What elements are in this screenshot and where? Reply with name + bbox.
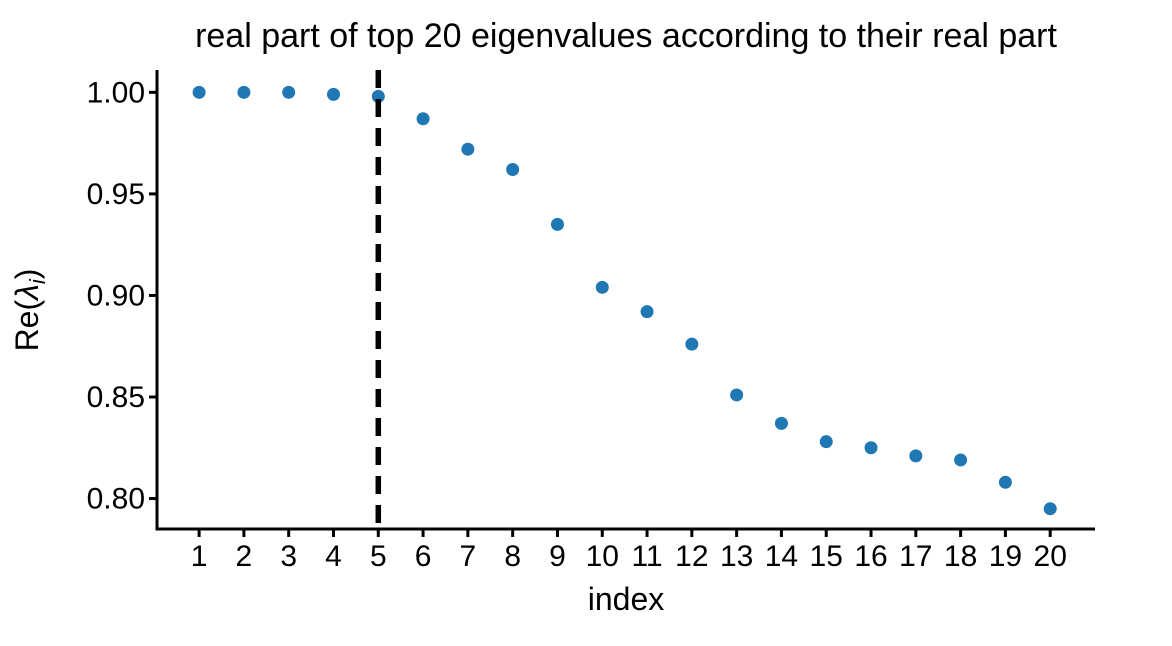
x-tick-label: 3 [280, 540, 297, 573]
data-point [730, 388, 744, 402]
y-tick-label: 0.90 [87, 279, 145, 312]
data-point [998, 475, 1012, 489]
x-tick-label: 4 [325, 540, 342, 573]
data-point [954, 453, 968, 467]
y-tick-label: 0.80 [87, 483, 145, 516]
data-points [192, 85, 1057, 516]
data-point [819, 435, 833, 449]
x-tick-label: 8 [504, 540, 521, 573]
data-point [1043, 502, 1057, 516]
x-tick-label: 17 [899, 540, 932, 573]
data-point [864, 441, 878, 455]
y-axis-label-suffix: ) [9, 269, 45, 280]
x-tick-label: 15 [810, 540, 843, 573]
data-point [326, 87, 340, 101]
data-point [640, 305, 654, 319]
data-point [774, 416, 788, 430]
x-tick-label: 13 [720, 540, 753, 573]
x-tick-label: 11 [631, 540, 662, 573]
lambda-symbol: λ [9, 284, 45, 302]
y-tick-label: 0.95 [87, 178, 145, 211]
x-tick-label: 18 [944, 540, 977, 573]
x-axis: 1 2 3 4 5 6 7 8 9 10 11 12 13 14 15 16 17 18 19 20 [155, 527, 1095, 573]
x-tick-label: 12 [675, 540, 708, 573]
x-tick-label: 7 [460, 540, 477, 573]
y-axis-label: Re(λi) [9, 269, 50, 352]
data-point [685, 337, 699, 351]
x-tick-label: 9 [549, 540, 566, 573]
data-point [461, 142, 475, 156]
y-axis: 1.00 0.95 0.90 0.85 0.80 [87, 70, 159, 531]
data-point [909, 449, 923, 463]
x-tick-label: 10 [586, 540, 619, 573]
chart-title: real part of top 20 eigenvalues accordin… [195, 17, 1057, 55]
data-point [282, 85, 296, 99]
data-point [237, 85, 251, 99]
data-point [371, 89, 385, 103]
x-tick-label: 19 [989, 540, 1022, 573]
data-point [550, 217, 564, 231]
data-point [595, 280, 609, 294]
x-tick-label: 6 [415, 540, 432, 573]
x-axis-label: index [588, 581, 665, 617]
data-point [506, 163, 520, 177]
y-axis-label-prefix: Re( [9, 300, 45, 352]
x-tick-label: 2 [236, 540, 253, 573]
data-point [416, 112, 430, 126]
y-tick-label: 0.85 [87, 381, 145, 414]
x-tick-label: 1 [191, 540, 208, 573]
x-tick-label: 5 [370, 540, 387, 573]
x-tick-label: 20 [1034, 540, 1067, 573]
y-axis-label-subscript: i [25, 278, 50, 284]
x-tick-label: 16 [854, 540, 887, 573]
y-tick-label: 1.00 [87, 76, 145, 109]
data-point [192, 85, 206, 99]
x-tick-label: 14 [765, 540, 798, 573]
